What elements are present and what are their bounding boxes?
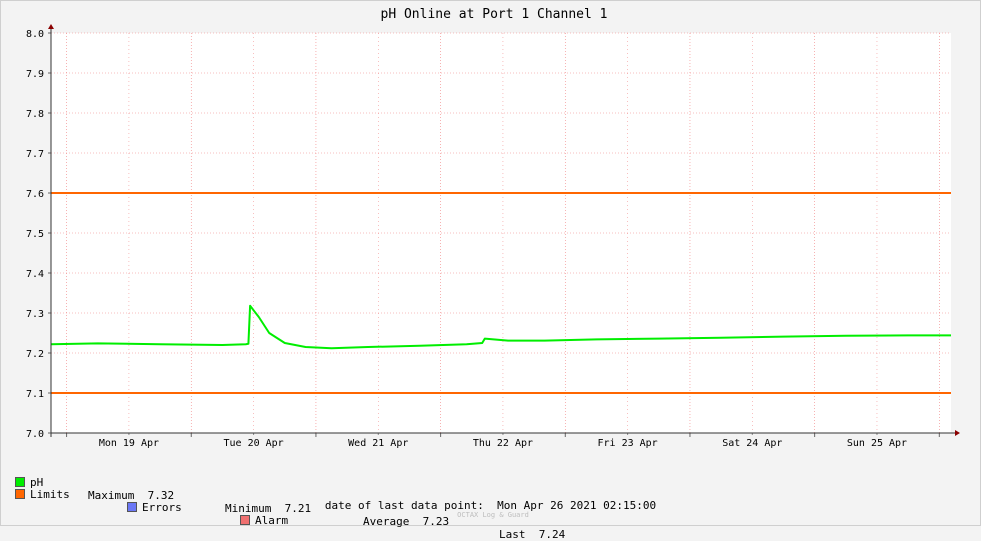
y-tick-label: 7.2 <box>26 349 44 360</box>
stat-last-label: Last <box>499 528 526 541</box>
legend-item-limits: Limits <box>15 488 70 501</box>
stat-average-label: Average <box>363 515 410 528</box>
stat-maximum-value: 7.32 <box>147 489 175 502</box>
stat-maximum-label: Maximum <box>88 489 135 502</box>
plot-area: 7.0 7.1 7.2 7.3 7.4 7.5 7.6 7.7 7.8 7.9 8.0 Mon 19 … <box>26 24 960 449</box>
x-tick-label: Mon 19 Apr <box>99 438 159 449</box>
last-data-point: date of last data point: Mon Apr 26 2021… <box>0 499 981 512</box>
x-tick-label: Wed 21 Apr <box>348 438 408 449</box>
x-axis-arrow <box>955 430 960 436</box>
series-line-ph <box>50 304 951 350</box>
y-tick-label: 7.3 <box>26 309 44 320</box>
y-tick-label: 7.7 <box>26 149 44 160</box>
y-tick-label: 7.6 <box>26 189 44 200</box>
last-data-point-label: date of last data point: <box>324 499 484 512</box>
y-tick-label: 7.0 <box>26 429 44 440</box>
y-tick-label: 7.5 <box>26 229 44 240</box>
x-tick-label: Thu 22 Apr <box>473 438 533 449</box>
stat-last: Last 7.24 <box>499 528 565 541</box>
stat-average-value: 7.23 <box>422 515 450 528</box>
y-tick-label: 7.9 <box>26 69 44 80</box>
y-axis-arrow <box>48 24 54 29</box>
legend-item-alarm: Alarm <box>240 514 288 527</box>
y-tick-label: 7.8 <box>26 109 44 120</box>
legend-limits-label: Limits <box>30 488 70 501</box>
legend-errors-label: Errors <box>142 501 182 514</box>
x-tick-label: Sat 24 Apr <box>722 438 782 449</box>
stat-minimum: Minimum 7.21 <box>225 502 311 515</box>
legend-limits-row: Limits Errors Alarm <box>15 475 288 527</box>
alarm-swatch <box>240 515 250 525</box>
last-data-point-value: Mon Apr 26 2021 02:15:00 <box>497 499 657 512</box>
errors-swatch <box>127 502 137 512</box>
stat-minimum-label: Minimum <box>225 502 272 515</box>
stat-minimum-value: 7.21 <box>284 502 312 515</box>
x-tick-label: Tue 20 Apr <box>223 438 283 449</box>
y-tick-label: 7.1 <box>26 389 44 400</box>
limits-swatch <box>15 489 25 499</box>
x-tick-label: Sun 25 Apr <box>847 438 907 449</box>
legend-item-errors: Errors <box>127 501 182 514</box>
chart-frame: pH Online at Port 1 Channel 1 7.07.17.27… <box>0 0 981 526</box>
legend-alarm-label: Alarm <box>255 514 289 527</box>
stat-last-value: 7.24 <box>538 528 566 541</box>
legend-item-ph: pH <box>15 476 43 489</box>
ph-swatch <box>15 477 25 487</box>
stat-average: Average 7.23 <box>363 515 449 528</box>
y-tick-label: 8.0 <box>26 29 44 40</box>
stat-maximum: Maximum 7.32 <box>88 489 174 502</box>
y-tick-label: 7.4 <box>26 269 44 280</box>
x-tick-label: Fri 23 Apr <box>598 438 658 449</box>
legend-ph-label: pH <box>30 476 44 489</box>
credit-text: OCTAX Log & Guard <box>457 511 529 519</box>
chart-title: pH Online at Port 1 Channel 1 <box>381 7 608 22</box>
